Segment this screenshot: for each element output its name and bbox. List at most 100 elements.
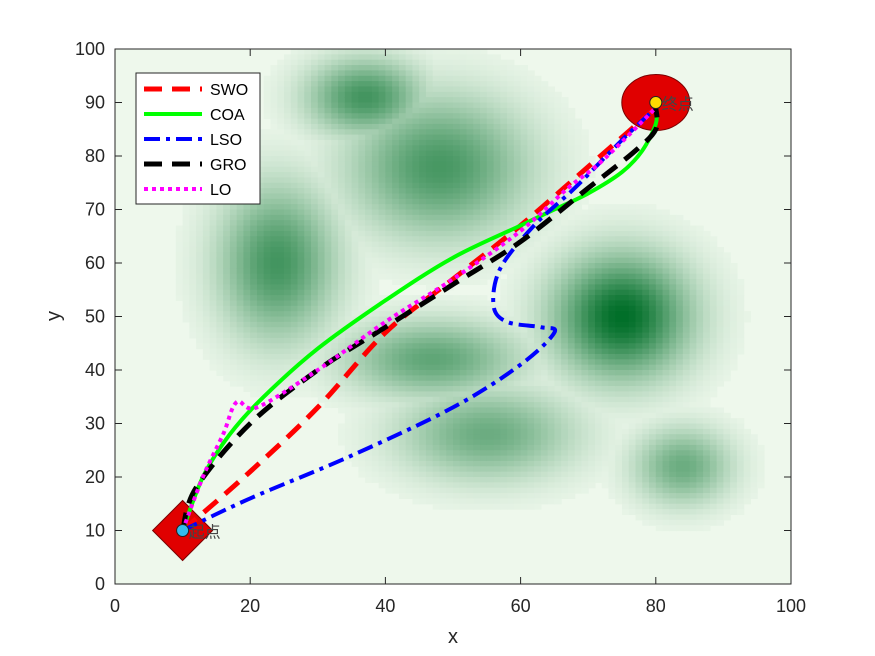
terrain-cell: [398, 156, 407, 162]
terrain-cell: [425, 225, 434, 232]
terrain-cell: [534, 402, 542, 409]
terrain-cell: [378, 444, 386, 451]
terrain-cell: [534, 118, 542, 125]
terrain-cell: [439, 455, 447, 462]
terrain-cell: [669, 225, 677, 232]
terrain-cell: [324, 273, 332, 280]
terrain-cell: [480, 188, 488, 195]
terrain-cell: [453, 311, 461, 318]
terrain-cell: [331, 252, 339, 259]
terrain-cell: [365, 220, 373, 227]
terrain-cell: [628, 300, 637, 307]
terrain-cell: [466, 493, 474, 499]
terrain-cell: [392, 439, 400, 446]
terrain-cell: [676, 337, 684, 344]
terrain-cell: [392, 391, 400, 398]
terrain-cell: [371, 145, 380, 152]
terrain-cell: [392, 134, 400, 141]
terrain-cell: [615, 343, 623, 350]
terrain-cell: [405, 177, 414, 184]
terrain-cell: [520, 380, 528, 387]
terrain-cell: [635, 241, 643, 248]
terrain-cell: [453, 263, 461, 269]
terrain-cell: [216, 241, 224, 248]
terrain-cell: [425, 364, 434, 371]
terrain-cell: [365, 246, 373, 253]
terrain-cell: [635, 209, 643, 216]
terrain-cell: [209, 321, 217, 328]
terrain-cell: [256, 198, 265, 205]
terrain-cell: [209, 225, 217, 232]
terrain-cell: [378, 273, 386, 280]
terrain-cell: [581, 477, 589, 483]
terrain-cell: [473, 161, 481, 168]
terrain-cell: [331, 204, 339, 211]
terrain-cell: [473, 450, 481, 457]
terrain-cell: [534, 263, 542, 269]
terrain-cell: [263, 156, 272, 162]
terrain-cell: [358, 359, 366, 366]
terrain-cell: [317, 177, 326, 184]
terrain-cell: [628, 348, 637, 355]
terrain-cell: [662, 236, 670, 243]
terrain-cell: [398, 59, 407, 66]
terrain-cell: [365, 91, 373, 98]
terrain-cell: [284, 337, 292, 344]
terrain-cell: [365, 75, 373, 82]
terrain-cell: [290, 150, 299, 157]
terrain-cell: [439, 145, 447, 152]
terrain-cell: [378, 257, 386, 264]
terrain-cell: [419, 348, 427, 355]
terrain-cell: [358, 439, 366, 446]
terrain-cell: [182, 257, 190, 264]
terrain-cell: [594, 230, 603, 237]
terrain-cell: [311, 279, 319, 285]
terrain-cell: [290, 295, 299, 302]
terrain-cell: [290, 311, 299, 318]
terrain-cell: [493, 220, 501, 227]
terrain-cell: [608, 423, 616, 430]
terrain-cell: [649, 391, 657, 398]
terrain-cell: [540, 246, 549, 253]
terrain-cell: [486, 455, 495, 462]
terrain-cell: [419, 252, 427, 259]
terrain-cell: [290, 348, 299, 355]
terrain-cell: [453, 209, 461, 216]
terrain-cell: [439, 316, 447, 323]
terrain-cell: [453, 91, 461, 98]
terrain-cell: [662, 503, 670, 510]
terrain-cell: [547, 236, 555, 243]
terrain-cell: [608, 295, 616, 302]
terrain-cell: [317, 305, 326, 312]
terrain-cell: [270, 230, 278, 237]
terrain-cell: [398, 402, 407, 409]
terrain-cell: [405, 353, 414, 360]
terrain-cell: [405, 348, 414, 355]
terrain-cell: [297, 198, 305, 205]
terrain-cell: [432, 375, 441, 382]
terrain-cell: [662, 471, 670, 478]
terrain-cell: [304, 230, 312, 237]
terrain-cell: [229, 273, 238, 280]
terrain-cell: [263, 204, 272, 211]
terrain-cell: [331, 145, 339, 152]
terrain-cell: [649, 460, 657, 467]
terrain-cell: [594, 252, 603, 259]
terrain-cell: [216, 268, 224, 275]
terrain-cell: [635, 204, 643, 211]
terrain-cell: [229, 353, 238, 360]
terrain-cell: [594, 471, 603, 478]
terrain-cell: [311, 295, 319, 302]
terrain-cell: [581, 359, 589, 366]
terrain-cell: [649, 498, 657, 505]
terrain-cell: [507, 289, 515, 296]
terrain-cell: [500, 477, 508, 483]
terrain-cell: [453, 380, 461, 387]
terrain-cell: [493, 466, 501, 473]
terrain-cell: [432, 327, 441, 334]
terrain-cell: [676, 252, 684, 259]
terrain-cell: [480, 107, 488, 114]
terrain-cell: [601, 460, 610, 467]
terrain-cell: [263, 182, 272, 189]
terrain-cell: [446, 370, 454, 376]
